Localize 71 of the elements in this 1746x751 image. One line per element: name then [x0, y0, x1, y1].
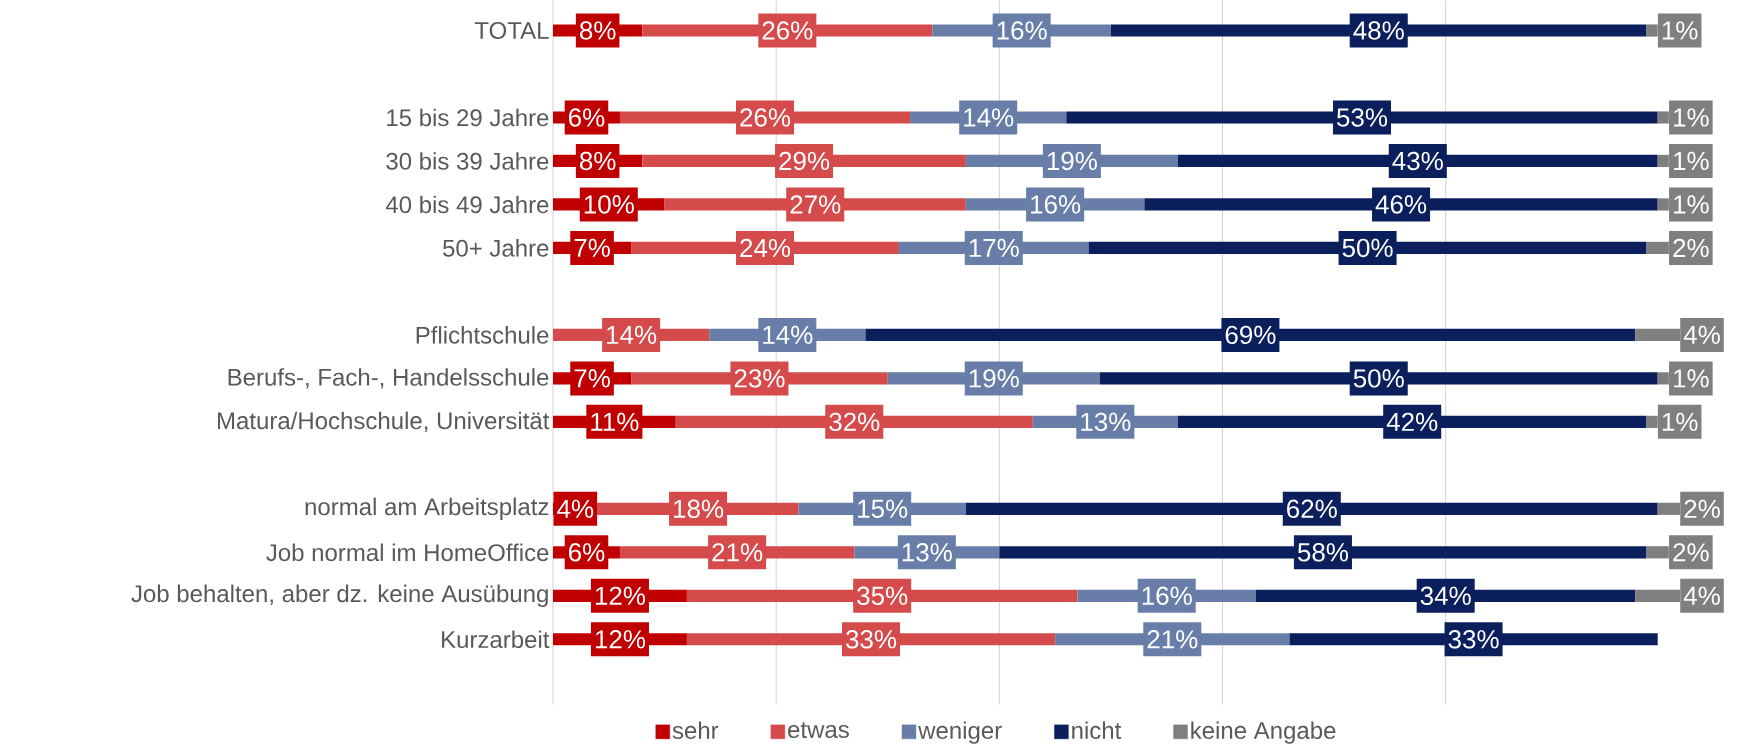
legend-label: sehr	[672, 721, 719, 740]
data-label: 11%	[591, 413, 639, 432]
data-label: 13%	[1081, 412, 1131, 432]
y-tick-label: 40 bis 49 Jahre	[385, 195, 549, 214]
data-label: 1%	[1662, 21, 1698, 40]
legend-label: nicht	[1072, 721, 1122, 740]
data-label: 50%	[1353, 369, 1404, 388]
y-tick-label: normal am Arbeitsplatz	[305, 497, 549, 521]
data-label: 24%	[740, 239, 791, 258]
y-tick-label: Matura/Hochschule, Universität	[217, 411, 550, 433]
data-label: 26%	[740, 108, 791, 127]
data-label: 15%	[858, 499, 908, 519]
data-label: 53%	[1337, 108, 1388, 127]
data-label: 58%	[1297, 543, 1349, 562]
data-label: 43%	[1392, 152, 1443, 171]
y-tick-label: 15 bis 29 Jahre	[387, 108, 549, 127]
data-label: 21%	[712, 543, 763, 562]
data-label: 33%	[1448, 630, 1499, 649]
y-tick-label: 50+ Jahre	[443, 239, 549, 257]
data-label: 2%	[1673, 543, 1709, 562]
data-label: 8%	[579, 21, 616, 40]
data-label: 12%	[595, 586, 646, 606]
data-label: 2%	[1684, 499, 1720, 519]
data-label: 14%	[964, 108, 1014, 127]
data-label: 27%	[790, 195, 841, 214]
data-label: 12%	[595, 630, 646, 649]
data-label: 62%	[1287, 499, 1337, 519]
data-label: 33%	[845, 630, 897, 649]
data-label: 16%	[1031, 195, 1081, 214]
data-label: 19%	[1047, 152, 1097, 171]
data-label: 21%	[1147, 630, 1198, 649]
data-label: 46%	[1375, 195, 1427, 214]
data-label: 4%	[557, 499, 594, 519]
data-label: 50%	[1342, 238, 1393, 258]
data-label: 26%	[762, 21, 813, 40]
y-tick-label: TOTAL	[474, 22, 549, 40]
data-label: 17%	[969, 239, 1019, 258]
data-label: 4%	[1683, 326, 1720, 345]
y-tick-label: Pflichtschule	[416, 326, 549, 344]
y-tick-label: Kurzarbeit	[442, 630, 550, 649]
data-label: 4%	[1683, 586, 1720, 606]
data-label: 10%	[584, 195, 634, 214]
data-label: 18%	[674, 499, 724, 519]
data-label: 69%	[1225, 325, 1276, 345]
data-label: 1%	[1674, 108, 1709, 127]
y-tick-label: 30 bis 39 Jahre	[386, 152, 549, 171]
data-label: 16%	[997, 21, 1047, 40]
data-label: 29%	[779, 152, 830, 171]
data-label: 1%	[1662, 413, 1698, 432]
data-label: 14%	[763, 326, 813, 345]
data-label: 2%	[1673, 239, 1709, 258]
data-label: 48%	[1353, 21, 1404, 40]
data-label: 16%	[1142, 586, 1192, 606]
data-label: 19%	[969, 369, 1019, 388]
data-label: 23%	[734, 369, 785, 388]
y-tick-label: Job behalten, aber dz. keine Ausübung	[131, 584, 548, 608]
legend-label: weniger	[918, 721, 1002, 745]
y-tick-label: Job normal im HomeOffice	[266, 543, 549, 562]
legend-label: etwas	[788, 722, 849, 739]
data-label: 34%	[1420, 586, 1471, 606]
data-label: 42%	[1386, 412, 1438, 432]
y-tick-label: Berufs-, Fach-, Handelsschule	[228, 368, 549, 389]
data-label: 8%	[579, 152, 616, 171]
data-label: 35%	[857, 586, 908, 606]
data-label: 1%	[1674, 152, 1709, 171]
data-label: 1%	[1674, 369, 1709, 388]
data-label: 13%	[902, 543, 952, 562]
data-label: 1%	[1674, 195, 1709, 214]
data-label: 32%	[829, 412, 880, 432]
data-label: 14%	[607, 326, 657, 345]
legend-label: keine Angabe	[1191, 721, 1336, 745]
